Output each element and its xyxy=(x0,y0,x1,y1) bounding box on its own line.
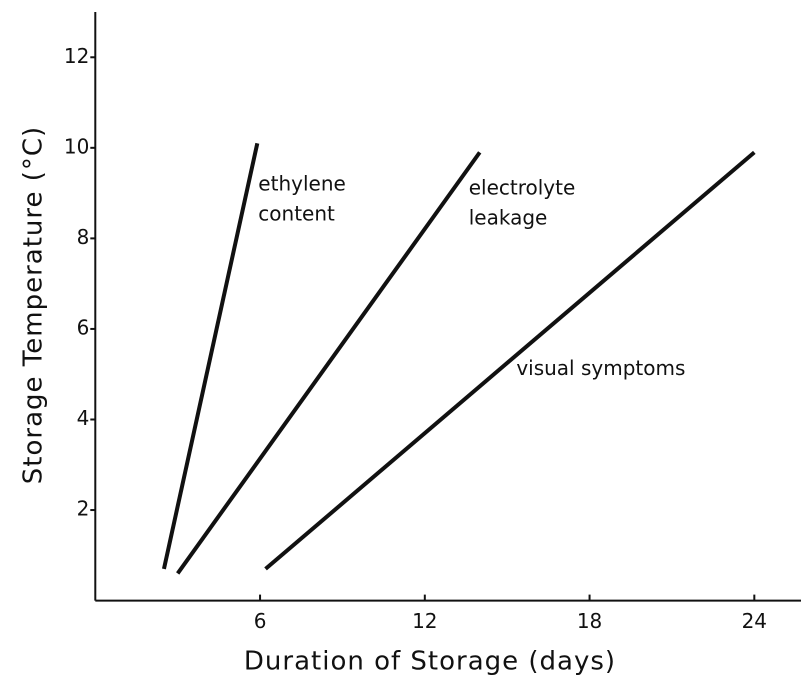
data-line xyxy=(176,151,482,575)
series-label: ethylene content xyxy=(258,171,346,225)
y-tick-label: 4 xyxy=(77,406,90,430)
x-tick-label: 6 xyxy=(254,609,267,633)
x-tick-label: 24 xyxy=(742,609,767,633)
y-tick-label: 2 xyxy=(77,497,90,521)
x-tick-label: 12 xyxy=(412,609,437,633)
data-line xyxy=(161,142,260,570)
x-axis-title: Duration of Storage (days) xyxy=(244,647,616,677)
x-tick-label: 18 xyxy=(577,609,602,633)
series-label: visual symptoms xyxy=(516,356,685,380)
y-tick-label: 12 xyxy=(64,44,89,68)
y-tick-label: 8 xyxy=(77,225,90,249)
y-tick-label: 6 xyxy=(77,315,90,339)
y-tick-label: 10 xyxy=(64,134,89,158)
y-axis-title: Storage Temperature (°C) xyxy=(19,126,49,484)
series-label: electrolyte leakage xyxy=(469,175,576,229)
data-line xyxy=(264,150,756,571)
